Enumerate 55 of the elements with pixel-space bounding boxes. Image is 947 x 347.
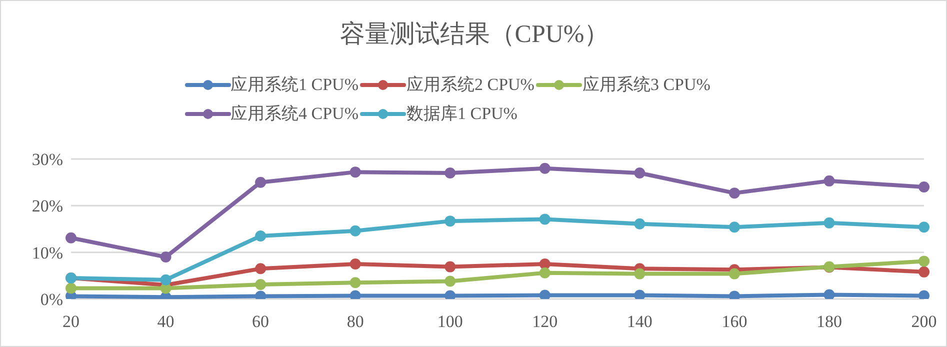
point xyxy=(255,176,266,188)
y-tick-label: 10% xyxy=(32,243,63,262)
point xyxy=(255,263,266,274)
point xyxy=(539,290,550,299)
y-tick-label: 0% xyxy=(40,290,63,310)
y-tick-label: 20% xyxy=(32,196,63,216)
point xyxy=(634,290,646,299)
x-tick-label: 140 xyxy=(626,312,652,332)
legend-label: 应用系统4 CPU% xyxy=(230,103,358,125)
point xyxy=(539,267,550,278)
point xyxy=(824,289,835,299)
point xyxy=(918,266,930,278)
x-tick-label: 20 xyxy=(62,312,80,332)
x-tick-label: 200 xyxy=(911,312,937,332)
point xyxy=(918,182,930,192)
point xyxy=(350,258,361,270)
point xyxy=(255,230,266,242)
point xyxy=(634,268,646,280)
x-tick-label: 180 xyxy=(816,312,842,332)
point xyxy=(634,218,646,230)
point xyxy=(350,225,361,236)
legend-label: 应用系统2 CPU% xyxy=(406,74,534,96)
point xyxy=(539,258,550,270)
point xyxy=(444,261,456,272)
point xyxy=(918,222,930,233)
point xyxy=(255,279,266,290)
point xyxy=(444,168,456,178)
legend-label: 数据库1 CPU% xyxy=(406,103,518,125)
point xyxy=(824,217,835,228)
point xyxy=(728,268,740,280)
point xyxy=(634,168,646,178)
x-tick-label: 80 xyxy=(346,312,364,332)
point xyxy=(350,277,361,288)
x-tick-label: 100 xyxy=(437,312,463,332)
chart-title: 容量测试结果（CPU%） xyxy=(338,20,610,50)
y-tick-label: 30% xyxy=(32,150,63,170)
point xyxy=(66,232,76,244)
point xyxy=(160,252,172,262)
point xyxy=(824,175,835,186)
x-tick-label: 60 xyxy=(252,312,270,332)
point xyxy=(160,274,172,286)
legend-label: 应用系统3 CPU% xyxy=(582,74,710,96)
point xyxy=(539,214,550,225)
point xyxy=(350,166,361,178)
x-tick-label: 120 xyxy=(532,312,558,332)
point xyxy=(444,216,456,227)
point xyxy=(728,222,740,233)
legend-label: 应用系统1 CPU% xyxy=(230,74,358,96)
point xyxy=(918,256,930,267)
point xyxy=(539,162,550,174)
x-tick-label: 160 xyxy=(722,312,748,332)
point xyxy=(444,276,456,287)
point xyxy=(728,188,740,199)
x-tick-label: 40 xyxy=(157,312,174,332)
point xyxy=(66,282,76,294)
